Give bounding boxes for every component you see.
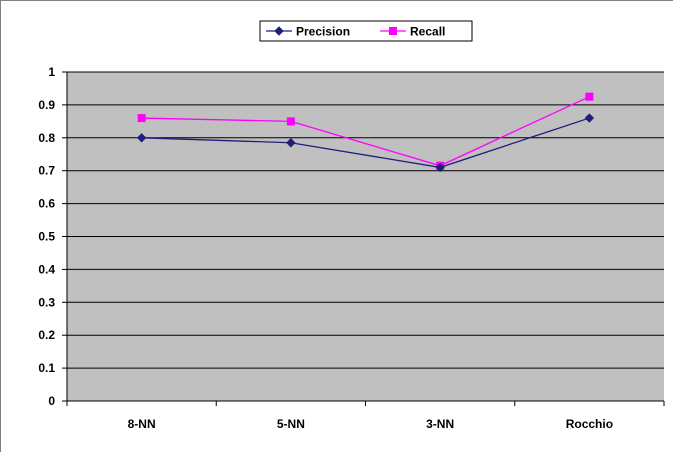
y-tick-label: 0.6 (38, 197, 55, 211)
data-point-square (585, 92, 594, 101)
y-tick-label: 1 (48, 65, 55, 79)
y-tick-label: 0.5 (38, 230, 55, 244)
x-tick-label: 5-NN (277, 417, 305, 431)
series-line-recall (141, 96, 590, 167)
data-point-square (389, 27, 397, 35)
x-tick-label: 3-NN (426, 417, 454, 431)
plot-area (62, 71, 665, 406)
x-axis-tick-labels: 8-NN 5-NN 3-NN Rocchio (128, 417, 613, 431)
series-lines (136, 92, 595, 173)
data-point-square (137, 114, 146, 123)
series-line-precision (141, 117, 590, 169)
y-tick-label: 0 (48, 394, 55, 408)
data-point-diamond (136, 133, 147, 143)
legend: Precision Recall (259, 20, 473, 42)
y-tick-label: 0.7 (38, 164, 55, 178)
data-point-diamond (435, 162, 445, 173)
legend-box (259, 20, 473, 42)
y-tick-label: 0.3 (38, 295, 55, 309)
y-axis-tick-labels: 0 0.1 0.2 0.3 0.4 0.5 0.6 0.7 0.8 0.9 1 (38, 65, 55, 408)
y-tick-label: 0.4 (38, 262, 55, 276)
data-point-square (286, 117, 295, 126)
data-point-diamond (274, 26, 284, 36)
data-point-diamond (584, 113, 595, 123)
y-tick-label: 0.9 (38, 98, 55, 112)
data-point-diamond (286, 138, 296, 148)
y-tick-label: 0.2 (38, 328, 55, 342)
legend-label: Precision (296, 25, 350, 39)
y-tick-label: 0.8 (38, 131, 55, 145)
x-tick-label: Rocchio (566, 417, 613, 431)
x-tick-label: 8-NN (128, 417, 156, 431)
legend-label: Recall (410, 25, 445, 39)
y-tick-label: 0.1 (38, 361, 55, 375)
